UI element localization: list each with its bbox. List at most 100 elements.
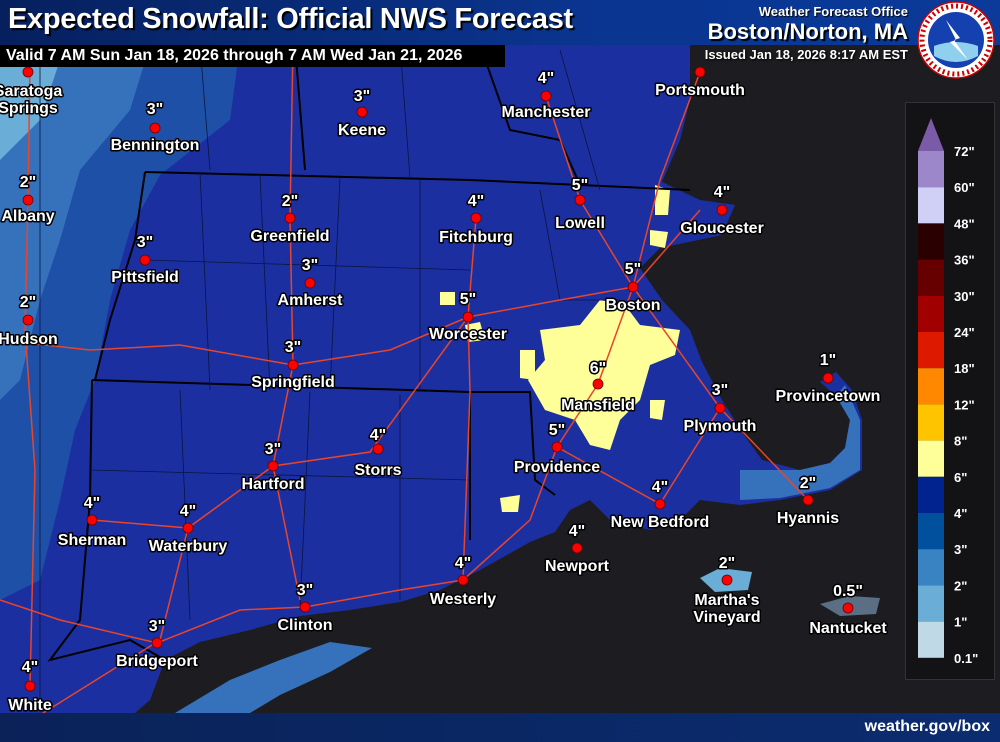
snow-6-8in-areas	[440, 185, 680, 512]
legend-label: 24"	[954, 325, 975, 340]
legend-scale: 72" 60" 48" 36" 30" 24" 18" 12" 8" 6" 4" 3" 2" 1" 0.1"	[918, 118, 978, 666]
city-name: Nantucket	[809, 620, 887, 637]
city-dot	[151, 637, 163, 649]
website-link[interactable]: weather.gov/box	[864, 718, 990, 735]
city-name: Saratoga	[0, 83, 62, 100]
city-dot	[802, 494, 814, 506]
city-albany: 2" Albany	[0, 173, 56, 227]
legend-swatch	[918, 332, 944, 369]
snow-amount: 2"	[800, 475, 816, 492]
city-name: Provincetown	[776, 388, 881, 405]
city-name: Waterbury	[149, 538, 228, 555]
snow-amount: 4"	[714, 184, 730, 201]
city-dot	[574, 194, 586, 206]
city-name: Pittsfield	[111, 269, 179, 286]
city-plymouth: 3" Plymouth	[682, 381, 758, 437]
city-dot	[86, 514, 98, 526]
snow-amount: 2"	[719, 555, 735, 572]
city-springfield: 3" Springfield	[250, 338, 337, 393]
city-dot	[627, 281, 639, 293]
legend-label: 6"	[954, 470, 967, 485]
snow-amount: 5"	[549, 422, 565, 439]
snow-amount: 1"	[820, 352, 836, 369]
issued-time: Issued Jan 18, 2026 8:17 AM EST	[704, 47, 908, 62]
city-sherman: 4" Sherman	[56, 494, 127, 551]
city-waterbury: 4" Waterbury	[147, 502, 229, 557]
snow-amount: 6"	[590, 360, 606, 377]
office-label: Weather Forecast Office	[758, 4, 908, 19]
city-name: Hyannis	[777, 510, 839, 527]
city-storrs: 4" Storrs	[353, 426, 403, 481]
legend-label: 12"	[954, 397, 975, 412]
snow-amount: 3"	[302, 257, 318, 274]
legend-label: 60"	[954, 180, 975, 195]
city-name: Martha's	[694, 592, 759, 609]
city-dot	[304, 277, 316, 289]
legend-swatch	[918, 440, 944, 477]
legend-swatch	[918, 476, 944, 513]
legend-swatch	[918, 549, 944, 586]
city-name: Storrs	[354, 462, 401, 479]
city-dot	[182, 522, 194, 534]
city-dot	[24, 680, 36, 692]
city-dot	[714, 402, 726, 414]
county-borders	[39, 44, 620, 700]
legend-swatch	[918, 513, 944, 550]
valid-period: Valid 7 AM Sun Jan 18, 2026 through 7 AM…	[0, 45, 505, 67]
city-greenfield: 2" Greenfield	[249, 192, 331, 247]
city-dot	[571, 542, 583, 554]
snow-amount: 4"	[468, 193, 484, 210]
legend-swatch	[918, 368, 944, 405]
legend: 72" 60" 48" 36" 30" 24" 18" 12" 8" 6" 4" 3" 2" 1" 0.1"	[905, 102, 995, 680]
cape-cod-2-3in	[740, 385, 860, 500]
city-bennington: 3" Bennington	[109, 100, 201, 156]
nws-logo	[917, 1, 995, 79]
city-name: Hudson	[0, 331, 58, 348]
legend-swatch	[918, 585, 944, 622]
office-name: Boston/Norton, MA	[707, 19, 908, 44]
legend-swatch	[918, 223, 944, 260]
city-dot	[540, 90, 552, 102]
footer-bar: weather.gov/box	[0, 713, 1000, 742]
city-pittsfield: 3" Pittsfield	[110, 233, 181, 288]
city-name: Hartford	[241, 476, 304, 493]
legend-label: 0.1"	[954, 651, 978, 666]
city-name: Keene	[338, 122, 386, 139]
legend-swatch	[918, 259, 944, 296]
snow-amount: 3"	[712, 382, 728, 399]
city-gloucester: 4" Gloucester	[679, 183, 766, 239]
snow-amount: 2"	[20, 294, 36, 311]
city-providence: 5" Providence	[512, 421, 601, 478]
city-name: Fitchburg	[439, 229, 513, 246]
city-name: Albany	[1, 208, 54, 225]
city-name: Boston	[605, 297, 660, 314]
city-name: Amherst	[278, 292, 344, 309]
city-lowell: 5" Lowell	[554, 176, 607, 234]
city-dot	[470, 212, 482, 224]
city-hartford: 3" Hartford	[240, 440, 306, 495]
city-dot	[356, 106, 368, 118]
snow-amount: 3"	[354, 88, 370, 105]
city-amherst: 3" Amherst	[276, 256, 345, 311]
snow-amount: 2"	[282, 193, 298, 210]
legend-arrow	[918, 118, 944, 151]
city-keene: 3" Keene	[336, 87, 387, 141]
legend-swatch	[918, 404, 944, 441]
city-dot	[22, 66, 34, 78]
snow-amount: 0.5"	[833, 583, 863, 600]
city-dot	[462, 311, 474, 323]
snow-amount: 4"	[22, 659, 38, 676]
snow-amount: 5"	[460, 291, 476, 308]
snow-amount: 2"	[20, 174, 36, 191]
snow-amount: 3"	[297, 582, 313, 599]
city-dot	[149, 122, 161, 134]
city-name: White	[8, 697, 52, 714]
snow-amount: 4"	[652, 479, 668, 496]
legend-label: 2"	[954, 578, 967, 593]
city-dot	[592, 378, 604, 390]
land-2-3in	[0, 45, 150, 400]
city-manchester: 4" Manchester	[500, 69, 592, 123]
city-nantucket: 0.5" Nantucket	[808, 582, 889, 639]
